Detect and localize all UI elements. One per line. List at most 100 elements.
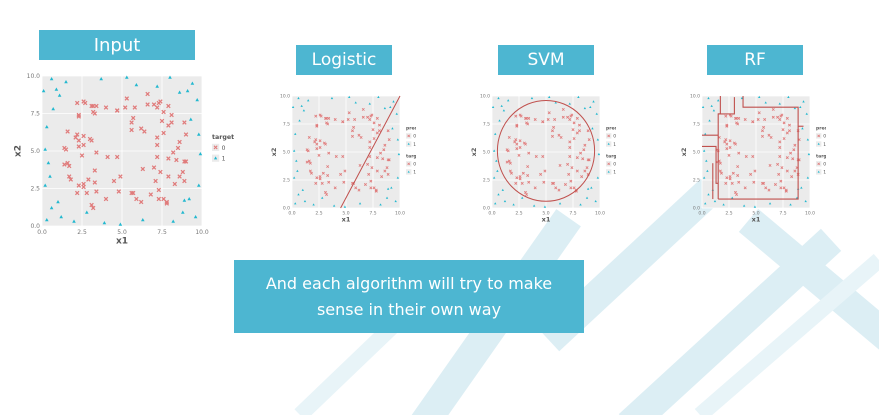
point-class-0-27 [785, 156, 789, 160]
point-class-0-11 [753, 169, 757, 173]
point-class-1-31 [386, 187, 390, 190]
point-class-0-35 [84, 190, 90, 196]
point-class-1-legend-1 [817, 142, 820, 145]
point-class-1-1 [497, 193, 500, 196]
point-class-1-15 [332, 204, 336, 207]
point-class-1-24 [710, 104, 713, 107]
point-class-0-14 [550, 134, 554, 138]
point-class-0-99 [570, 113, 574, 117]
y-tick-label: 5.0 [693, 150, 700, 156]
point-class-0-89 [725, 123, 729, 127]
point-class-1-11 [591, 127, 594, 130]
decision-boundary-step-1 [718, 96, 721, 115]
point-class-0-99 [370, 113, 374, 117]
point-class-1-26 [543, 205, 547, 208]
point-class-0-8 [79, 153, 85, 158]
point-class-0-3 [526, 165, 530, 169]
x-tick-label: 5.0 [752, 211, 759, 217]
point-class-0-36 [525, 193, 529, 197]
point-class-1-32 [712, 109, 716, 112]
point-class-1-11 [391, 127, 394, 130]
point-class-0-94 [571, 128, 575, 132]
point-class-0-25 [568, 146, 572, 150]
point-class-0-30 [542, 180, 546, 184]
point-class-1-1 [297, 193, 300, 196]
point-class-0-4 [105, 154, 110, 160]
point-class-0-18 [751, 154, 755, 158]
point-class-0-80 [148, 192, 154, 197]
point-class-1-23 [385, 196, 389, 199]
point-class-1-21 [787, 95, 790, 98]
y-tick-label: 5.0 [483, 150, 490, 156]
legend-entry-label: 0 [413, 162, 416, 168]
point-class-1-24 [500, 104, 503, 107]
point-class-0-2 [725, 142, 729, 146]
point-class-0-29 [579, 151, 583, 155]
point-class-0-90 [89, 103, 94, 109]
point-class-1-9 [390, 186, 393, 189]
point-class-0-65 [383, 169, 387, 173]
point-class-1-21 [168, 75, 172, 79]
point-class-1-20 [554, 101, 557, 104]
point-class-0-70 [736, 174, 740, 178]
x-tick-label: 10.0 [395, 211, 405, 217]
point-class-1-37 [705, 159, 708, 162]
point-class-0-99 [780, 113, 784, 117]
point-class-0-69 [183, 159, 189, 164]
y-axis-title: x2 [470, 148, 478, 157]
rf-label: RF [707, 45, 803, 75]
point-class-1-legend-1 [607, 142, 610, 145]
point-class-0-32 [779, 179, 783, 183]
point-class-1-29 [397, 152, 401, 156]
point-class-1-30 [301, 188, 304, 191]
point-class-0-76 [81, 181, 86, 187]
decision-boundary-line [340, 95, 401, 209]
logistic-scatter-plot: 0.00.0 2.5 2.5 5.0 5.0 7.5 7.5 10.0 10.0 x1 x2 pred… [270, 94, 416, 224]
point-class-0-74 [89, 202, 94, 208]
point-class-0-47 [553, 118, 557, 122]
point-class-0-63 [182, 178, 187, 184]
point-class-1-33 [583, 107, 587, 110]
point-class-0-56 [307, 135, 311, 139]
point-class-0-75 [527, 180, 531, 184]
x-tick-label: 5.0 [342, 211, 349, 217]
point-class-0-81 [580, 175, 584, 179]
point-class-1-36 [396, 138, 400, 141]
point-class-1-13 [592, 100, 595, 103]
point-class-0-11 [118, 174, 123, 179]
point-class-0-97 [787, 129, 791, 133]
legend-entry-label: 1 [823, 170, 826, 176]
point-class-0-23 [566, 162, 570, 166]
point-class-0-18 [541, 154, 545, 158]
point-class-1-12 [195, 98, 199, 102]
point-class-1-12 [595, 112, 598, 115]
point-class-1-14 [512, 203, 515, 206]
caption-line-2: sense in their own way [316, 299, 502, 319]
y-tick-label: 2.5 [693, 178, 700, 184]
point-class-0-52 [508, 169, 512, 173]
point-class-0-40 [751, 120, 755, 124]
point-class-1-26 [753, 205, 757, 208]
point-class-0-35 [520, 181, 524, 185]
point-class-0-54 [65, 160, 70, 166]
point-class-0-9 [728, 139, 732, 143]
point-class-1-4 [704, 132, 707, 135]
point-class-0-72 [728, 177, 732, 181]
point-class-0-0 [728, 146, 732, 150]
x-tick-label: 5.0 [542, 211, 549, 217]
point-class-0-96 [377, 123, 381, 127]
point-class-1-8 [594, 199, 597, 203]
point-class-1-3 [706, 169, 709, 172]
point-class-0-82 [567, 172, 571, 176]
point-class-1-35 [778, 102, 781, 105]
legend-entry-label: 0 [823, 134, 826, 140]
point-class-0-56 [507, 135, 511, 139]
point-class-1-0 [294, 202, 297, 205]
point-class-0-58 [74, 132, 80, 137]
point-class-0-38 [354, 186, 358, 190]
point-class-0-84 [782, 186, 786, 190]
x-tick-label: 2.5 [725, 211, 732, 217]
point-class-0-64 [387, 138, 391, 142]
point-class-1-14 [312, 203, 315, 206]
point-class-0-36 [90, 205, 96, 211]
